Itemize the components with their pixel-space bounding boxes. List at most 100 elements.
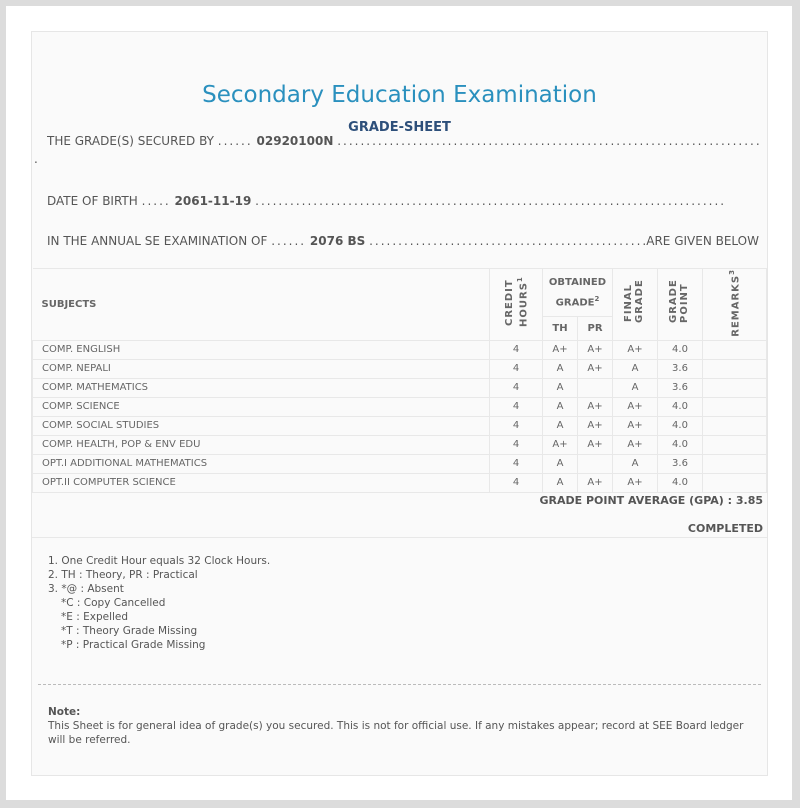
cell-gp: 4.0 bbox=[657, 339, 703, 360]
footnote: *C : Copy Cancelled bbox=[61, 597, 166, 609]
cell-pr: A+ bbox=[577, 434, 613, 455]
grade-sheet: Secondary Education Examination GRADE-SH… bbox=[31, 31, 768, 776]
note-label: Note: bbox=[48, 706, 81, 718]
secured-by-line: THE GRADE(S) SECURED BY ...... 02920100N… bbox=[47, 134, 759, 148]
result-status: COMPLETED bbox=[687, 522, 763, 535]
disclaimer-note: Note: This Sheet is for general idea of … bbox=[48, 705, 751, 747]
header-th: TH bbox=[542, 315, 578, 341]
header-grade-point: GRADE POINT bbox=[657, 268, 703, 341]
cell-final: A+ bbox=[612, 472, 658, 493]
cell-credit: 4 bbox=[489, 377, 543, 398]
cell-gp: 3.6 bbox=[657, 453, 703, 474]
table-row: COMP. SCIENCE 4 A A+ A+ 4.0 bbox=[32, 396, 767, 417]
cell-final: A+ bbox=[612, 396, 658, 417]
footnote: 1. One Credit Hour equals 32 Clock Hours… bbox=[48, 555, 271, 567]
cell-credit: 4 bbox=[489, 453, 543, 474]
table-row: COMP. ENGLISH 4 A+ A+ A+ 4.0 bbox=[32, 339, 767, 360]
cell-subject: OPT.I ADDITIONAL MATHEMATICS bbox=[32, 453, 490, 474]
dob-value: 2061-11-19 bbox=[174, 194, 252, 208]
table-row: OPT.II COMPUTER SCIENCE 4 A A+ A+ 4.0 bbox=[32, 472, 767, 493]
cell-gp: 4.0 bbox=[657, 434, 703, 455]
note-text: This Sheet is for general idea of grade(… bbox=[48, 720, 744, 746]
page-title: Secondary Education Examination bbox=[202, 82, 597, 108]
header-final-grade: FINAL GRADE bbox=[612, 268, 658, 341]
header-remarks: REMARKS3 bbox=[702, 268, 767, 341]
cell-remarks bbox=[702, 434, 767, 455]
cell-th: A bbox=[542, 472, 578, 493]
cell-final: A+ bbox=[612, 434, 658, 455]
cell-final: A bbox=[612, 377, 658, 398]
cell-final: A bbox=[612, 453, 658, 474]
symbol-number: 02920100N bbox=[256, 134, 334, 148]
cell-gp: 4.0 bbox=[657, 415, 703, 436]
cell-credit: 4 bbox=[489, 396, 543, 417]
cell-credit: 4 bbox=[489, 358, 543, 379]
footnote: *T : Theory Grade Missing bbox=[61, 625, 198, 637]
footnote: 2. TH : Theory, PR : Practical bbox=[48, 569, 198, 581]
cell-remarks bbox=[702, 377, 767, 398]
header-subjects: SUBJECTS bbox=[32, 268, 490, 341]
cell-subject: COMP. HEALTH, POP & ENV EDU bbox=[32, 434, 490, 455]
dob-line: DATE OF BIRTH ..... 2061-11-19 .........… bbox=[47, 194, 727, 208]
cell-th: A+ bbox=[542, 339, 578, 360]
cell-gp: 4.0 bbox=[657, 396, 703, 417]
table-row: COMP. MATHEMATICS 4 A A 3.6 bbox=[32, 377, 767, 398]
table-row: COMP. NEPALI 4 A A+ A 3.6 bbox=[32, 358, 767, 379]
table-row: OPT.I ADDITIONAL MATHEMATICS 4 A A 3.6 bbox=[32, 453, 767, 474]
cell-credit: 4 bbox=[489, 415, 543, 436]
cell-final: A+ bbox=[612, 339, 658, 360]
page-subtitle: GRADE-SHEET bbox=[348, 120, 451, 135]
cell-credit: 4 bbox=[489, 339, 543, 360]
cell-final: A bbox=[612, 358, 658, 379]
cell-th: A bbox=[542, 415, 578, 436]
cell-subject: OPT.II COMPUTER SCIENCE bbox=[32, 472, 490, 493]
dot-continuation: . bbox=[34, 152, 38, 166]
cell-pr: A+ bbox=[577, 358, 613, 379]
cell-gp: 3.6 bbox=[657, 377, 703, 398]
cell-th: A bbox=[542, 377, 578, 398]
cell-credit: 4 bbox=[489, 434, 543, 455]
footnote: *E : Expelled bbox=[61, 611, 129, 623]
dashed-divider bbox=[38, 684, 761, 685]
secured-label: THE GRADE(S) SECURED BY bbox=[47, 134, 214, 148]
cell-subject: COMP. SOCIAL STUDIES bbox=[32, 415, 490, 436]
given-below: ARE GIVEN BELOW bbox=[646, 234, 759, 248]
footnote: 3. *@ : Absent bbox=[48, 583, 124, 595]
cell-pr: A+ bbox=[577, 472, 613, 493]
footnotes: 1. One Credit Hour equals 32 Clock Hours… bbox=[48, 554, 270, 652]
footnote: *P : Practical Grade Missing bbox=[61, 639, 206, 651]
header-pr: PR bbox=[577, 315, 613, 341]
cell-subject: COMP. ENGLISH bbox=[32, 339, 490, 360]
dob-label: DATE OF BIRTH bbox=[47, 194, 138, 208]
divider bbox=[32, 537, 767, 538]
cell-gp: 3.6 bbox=[657, 358, 703, 379]
cell-th: A bbox=[542, 396, 578, 417]
cell-pr bbox=[577, 377, 613, 398]
gpa: GRADE POINT AVERAGE (GPA) : 3.85 bbox=[539, 494, 763, 507]
cell-subject: COMP. NEPALI bbox=[32, 358, 490, 379]
table-row: COMP. HEALTH, POP & ENV EDU 4 A+ A+ A+ 4.0 bbox=[32, 434, 767, 455]
cell-gp: 4.0 bbox=[657, 472, 703, 493]
table-row: COMP. SOCIAL STUDIES 4 A A+ A+ 4.0 bbox=[32, 415, 767, 436]
cell-pr: A+ bbox=[577, 415, 613, 436]
cell-pr: A+ bbox=[577, 396, 613, 417]
cell-pr: A+ bbox=[577, 339, 613, 360]
cell-remarks bbox=[702, 358, 767, 379]
cell-remarks bbox=[702, 453, 767, 474]
cell-th: A bbox=[542, 453, 578, 474]
cell-th: A bbox=[542, 358, 578, 379]
exam-line: IN THE ANNUAL SE EXAMINATION OF ...... 2… bbox=[47, 234, 759, 248]
cell-subject: COMP. SCIENCE bbox=[32, 396, 490, 417]
grade-table: SUBJECTS CREDIT HOURS1 OBTAINED GRADE2 F… bbox=[32, 268, 767, 493]
cell-remarks bbox=[702, 472, 767, 493]
cell-remarks bbox=[702, 415, 767, 436]
cell-pr bbox=[577, 453, 613, 474]
cell-subject: COMP. MATHEMATICS bbox=[32, 377, 490, 398]
cell-final: A+ bbox=[612, 415, 658, 436]
cell-remarks bbox=[702, 339, 767, 360]
cell-th: A+ bbox=[542, 434, 578, 455]
exam-year: 2076 BS bbox=[309, 234, 366, 248]
header-obtained-grade: OBTAINED GRADE2 bbox=[542, 268, 613, 317]
exam-label: IN THE ANNUAL SE EXAMINATION OF bbox=[47, 234, 268, 248]
cell-remarks bbox=[702, 396, 767, 417]
